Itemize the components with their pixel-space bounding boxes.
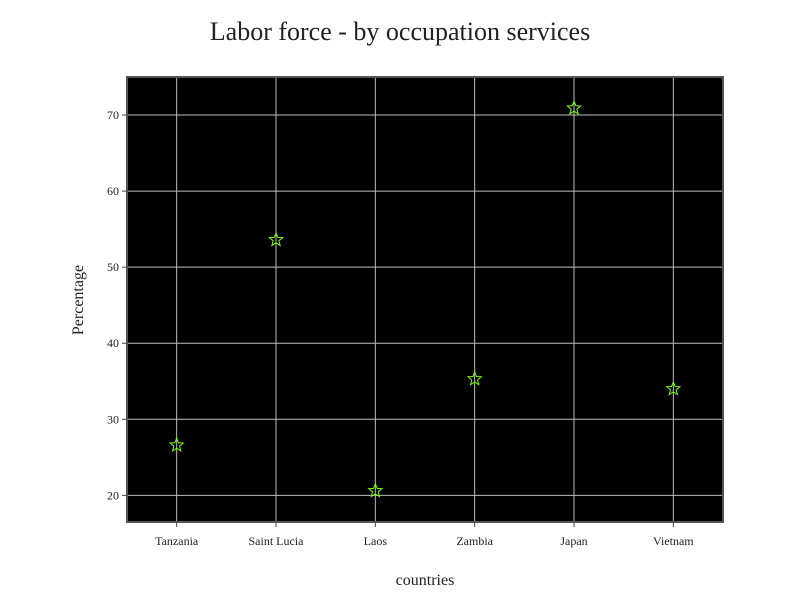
plot-border <box>126 76 724 523</box>
y-tick-label: 40 <box>107 336 119 350</box>
y-tick-label: 70 <box>107 108 119 122</box>
data-point-star <box>466 370 483 386</box>
x-tick-label: Saint Lucia <box>249 534 305 548</box>
data-point-star <box>168 436 185 452</box>
chart-title: Labor force - by occupation services <box>210 17 590 46</box>
y-axis-title: Percentage <box>70 265 87 335</box>
data-point-star <box>367 482 384 498</box>
y-tick-label: 20 <box>107 488 119 502</box>
data-points <box>168 99 682 498</box>
x-axis-title: countries <box>396 572 455 589</box>
data-point-star <box>665 380 682 396</box>
plot-area <box>127 77 723 522</box>
x-tick-label: Tanzania <box>155 534 199 548</box>
axis-ticks: 20 30 40 50 60 70 Tanzania Saint Lucia Laos Zambi… <box>107 108 694 548</box>
grid-lines <box>127 77 723 522</box>
y-tick-label: 50 <box>107 260 119 274</box>
x-tick-label: Vietnam <box>653 534 694 548</box>
x-tick-label: Zambia <box>456 534 493 548</box>
data-point-star <box>268 231 284 247</box>
x-tick-label: Japan <box>560 534 587 548</box>
y-tick-label: 60 <box>107 184 119 198</box>
data-point-star <box>566 99 582 115</box>
x-tick-label: Laos <box>364 534 388 548</box>
y-tick-label: 30 <box>107 412 119 426</box>
